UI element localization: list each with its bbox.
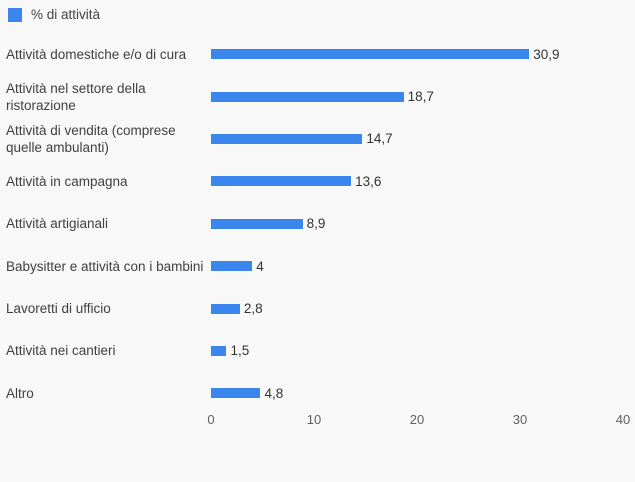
- bar[interactable]: [211, 218, 303, 229]
- category-label: Altro: [6, 385, 34, 401]
- table-row: Lavoretti di ufficio 2,8: [0, 287, 635, 329]
- value-label: 8,9: [306, 216, 326, 232]
- x-axis-tick-label: 40: [615, 412, 631, 427]
- value-label: 30,9: [533, 46, 560, 62]
- value-label: 4: [256, 258, 264, 274]
- table-row: Attività nei cantieri 1,5: [0, 330, 635, 372]
- bar[interactable]: [211, 176, 352, 187]
- table-row: Attività in campagna 13,6: [0, 160, 635, 202]
- bar[interactable]: [211, 388, 261, 399]
- value-label: 18,7: [407, 89, 434, 105]
- bar[interactable]: [211, 133, 363, 144]
- category-label: Attività nei cantieri: [6, 343, 116, 359]
- category-label: Attività domestiche e/o di cura: [6, 46, 187, 62]
- table-row: Attività nel settore della ristorazione 1…: [0, 75, 635, 117]
- table-row: Attività domestiche e/o di cura 30,9: [0, 33, 635, 75]
- legend-swatch-icon: [8, 7, 22, 22]
- legend: % di attività: [8, 7, 100, 22]
- bar[interactable]: [211, 345, 227, 356]
- plot-area: 13,6: [211, 174, 635, 189]
- table-row: Altro 4,8: [0, 372, 635, 414]
- table-row: Attività di vendita (comprese quelle amb…: [0, 118, 635, 160]
- table-row: Attività artigianali 8,9: [0, 203, 635, 245]
- x-axis: 0 10 20 30 40: [0, 412, 635, 430]
- category-label: Babysitter e attività con i bambini: [6, 258, 204, 274]
- plot-area: 1,5: [211, 343, 635, 358]
- value-label: 14,7: [366, 131, 393, 147]
- category-label: Attività nel settore della ristorazione: [6, 80, 146, 113]
- x-axis-tick-label: 10: [306, 412, 322, 427]
- plot-area: 4,8: [211, 386, 635, 401]
- value-label: 13,6: [355, 173, 382, 189]
- chart-rows: Attività domestiche e/o di cura 30,9 Attiv…: [0, 33, 635, 415]
- bar[interactable]: [211, 261, 253, 272]
- plot-area: 8,9: [211, 216, 635, 231]
- x-axis-tick-label: 30: [512, 412, 528, 427]
- plot-area: 14,7: [211, 131, 635, 146]
- value-label: 1,5: [230, 343, 250, 359]
- bar[interactable]: [211, 303, 240, 314]
- value-label: 2,8: [243, 301, 263, 317]
- plot-area: 30,9: [211, 47, 635, 62]
- plot-area: 2,8: [211, 301, 635, 316]
- category-label: Attività artigianali: [6, 216, 109, 232]
- bar[interactable]: [211, 91, 404, 102]
- value-label: 4,8: [264, 385, 284, 401]
- legend-label: % di attività: [31, 7, 101, 22]
- category-label: Lavoretti di ufficio: [6, 301, 111, 317]
- category-label: Attività in campagna: [6, 173, 128, 189]
- x-axis-tick-label: 20: [409, 412, 425, 427]
- plot-area: 4: [211, 259, 635, 274]
- x-axis-tick-label: 0: [207, 412, 215, 427]
- bar[interactable]: [211, 49, 530, 60]
- category-label: Attività di vendita (comprese quelle amb…: [6, 122, 176, 155]
- plot-area: 18,7: [211, 89, 635, 104]
- table-row: Babysitter e attività con i bambini 4: [0, 245, 635, 287]
